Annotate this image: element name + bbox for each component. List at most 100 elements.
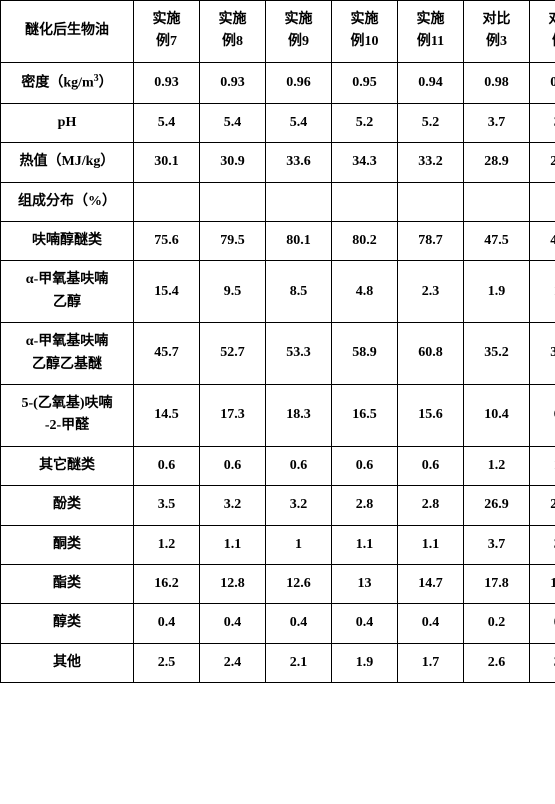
- cell: [530, 182, 555, 221]
- cell: 2.1: [266, 643, 332, 682]
- cell: 9.5: [200, 261, 266, 323]
- cell: 34.3: [332, 143, 398, 182]
- cell: 5.2: [332, 103, 398, 142]
- cell: 3.6: [530, 643, 555, 682]
- cell: [332, 182, 398, 221]
- table-row: 热值（MJ/kg） 30.1 30.9 33.6 34.3 33.2 28.9 …: [1, 143, 555, 182]
- cell: 2.4: [200, 643, 266, 682]
- table-row: α-甲氧基呋喃乙醇乙基醚 45.7 52.7 53.3 58.9 60.8 35…: [1, 323, 555, 385]
- cell: 1.7: [398, 643, 464, 682]
- cell: 1.9: [332, 643, 398, 682]
- cell: 33.6: [266, 143, 332, 182]
- table-row: 5-(乙氧基)呋喃-2-甲醛 14.5 17.3 18.3 16.5 15.6 …: [1, 384, 555, 446]
- header-cell-3: 实施例9: [266, 1, 332, 63]
- cell: 45.7: [134, 323, 200, 385]
- cell: 1.1: [398, 525, 464, 564]
- cell: 28.2: [530, 486, 555, 525]
- row-label-alcohol: 醇类: [1, 604, 134, 643]
- table-row: 密度（kg/m3） 0.93 0.93 0.96 0.95 0.94 0.98 …: [1, 62, 555, 103]
- cell: 0.95: [332, 62, 398, 103]
- cell: 3.6: [530, 103, 555, 142]
- cell: 2.8: [332, 486, 398, 525]
- cell: 0.94: [398, 62, 464, 103]
- cell: 17.3: [200, 384, 266, 446]
- cell: 3.7: [464, 525, 530, 564]
- cell: 4.8: [332, 261, 398, 323]
- cell: 26.9: [464, 486, 530, 525]
- cell: 0.98: [530, 62, 555, 103]
- cell: 2.3: [398, 261, 464, 323]
- table-row: 酮类 1.2 1.1 1 1.1 1.1 3.7 3.9: [1, 525, 555, 564]
- cell: 3.7: [464, 103, 530, 142]
- header-cell-0: 醚化后生物油: [1, 1, 134, 63]
- table-row: 酯类 16.2 12.8 12.6 13 14.7 17.8 19.6: [1, 564, 555, 603]
- table-row: 其他 2.5 2.4 2.1 1.9 1.7 2.6 3.6: [1, 643, 555, 682]
- cell: 2.8: [398, 486, 464, 525]
- row-label-alpha2: α-甲氧基呋喃乙醇乙基醚: [1, 323, 134, 385]
- row-label-furan-ether: 呋喃醇醚类: [1, 222, 134, 261]
- header-cell-7: 对比例4: [530, 1, 555, 63]
- cell: 1.3: [530, 446, 555, 485]
- header-cell-4: 实施例10: [332, 1, 398, 63]
- cell: 2.6: [464, 643, 530, 682]
- cell: 0.4: [398, 604, 464, 643]
- cell: 1: [266, 525, 332, 564]
- row-label-comp: 组成分布（%）: [1, 182, 134, 221]
- table-row: α-甲氧基呋喃乙醇 15.4 9.5 8.5 4.8 2.3 1.9 1.8: [1, 261, 555, 323]
- cell: 12.6: [266, 564, 332, 603]
- cell: 35.2: [464, 323, 530, 385]
- row-label-other: 其他: [1, 643, 134, 682]
- header-cell-5: 实施例11: [398, 1, 464, 63]
- cell: 78.7: [398, 222, 464, 261]
- cell: 19.6: [530, 564, 555, 603]
- data-table: 醚化后生物油 实施例7 实施例8 实施例9 实施例10 实施例11 对比例3 对…: [0, 0, 555, 683]
- row-label-heat: 热值（MJ/kg）: [1, 143, 134, 182]
- cell: 53.3: [266, 323, 332, 385]
- cell: 15.4: [134, 261, 200, 323]
- cell: 3.2: [200, 486, 266, 525]
- cell: 17.8: [464, 564, 530, 603]
- cell: 0.96: [266, 62, 332, 103]
- row-label-alpha1: α-甲氧基呋喃乙醇: [1, 261, 134, 323]
- cell: 5.2: [398, 103, 464, 142]
- cell: 14.5: [134, 384, 200, 446]
- row-label-ph: pH: [1, 103, 134, 142]
- cell: 28.9: [464, 143, 530, 182]
- cell: 0.6: [398, 446, 464, 485]
- cell: 3.2: [266, 486, 332, 525]
- cell: 0.6: [332, 446, 398, 485]
- row-label-density: 密度（kg/m3）: [1, 62, 134, 103]
- cell: 3.5: [134, 486, 200, 525]
- cell: 30.9: [200, 143, 266, 182]
- row-label-ester: 酯类: [1, 564, 134, 603]
- table-row: 呋喃醇醚类 75.6 79.5 80.1 80.2 78.7 47.5 43.2: [1, 222, 555, 261]
- cell: 30.1: [134, 143, 200, 182]
- header-cell-6: 对比例3: [464, 1, 530, 63]
- cell: 0.2: [530, 604, 555, 643]
- cell: [266, 182, 332, 221]
- cell: 14.7: [398, 564, 464, 603]
- row-label-ketone: 酮类: [1, 525, 134, 564]
- cell: 29.2: [530, 143, 555, 182]
- cell: 0.93: [200, 62, 266, 103]
- cell: 80.1: [266, 222, 332, 261]
- cell: 75.6: [134, 222, 200, 261]
- cell: 0.6: [266, 446, 332, 485]
- cell: [464, 182, 530, 221]
- cell: 0.4: [200, 604, 266, 643]
- cell: 34.6: [530, 323, 555, 385]
- cell: 0.98: [464, 62, 530, 103]
- cell: 0.4: [332, 604, 398, 643]
- cell: 5.4: [134, 103, 200, 142]
- header-row: 醚化后生物油 实施例7 实施例8 实施例9 实施例10 实施例11 对比例3 对…: [1, 1, 555, 63]
- cell: 2.5: [134, 643, 200, 682]
- table-row: 醇类 0.4 0.4 0.4 0.4 0.4 0.2 0.2: [1, 604, 555, 643]
- cell: 60.8: [398, 323, 464, 385]
- cell: 43.2: [530, 222, 555, 261]
- cell: 0.6: [134, 446, 200, 485]
- cell: 8.5: [266, 261, 332, 323]
- table-row: 其它醚类 0.6 0.6 0.6 0.6 0.6 1.2 1.3: [1, 446, 555, 485]
- cell: 16.2: [134, 564, 200, 603]
- cell: 1.2: [134, 525, 200, 564]
- header-cell-1: 实施例7: [134, 1, 200, 63]
